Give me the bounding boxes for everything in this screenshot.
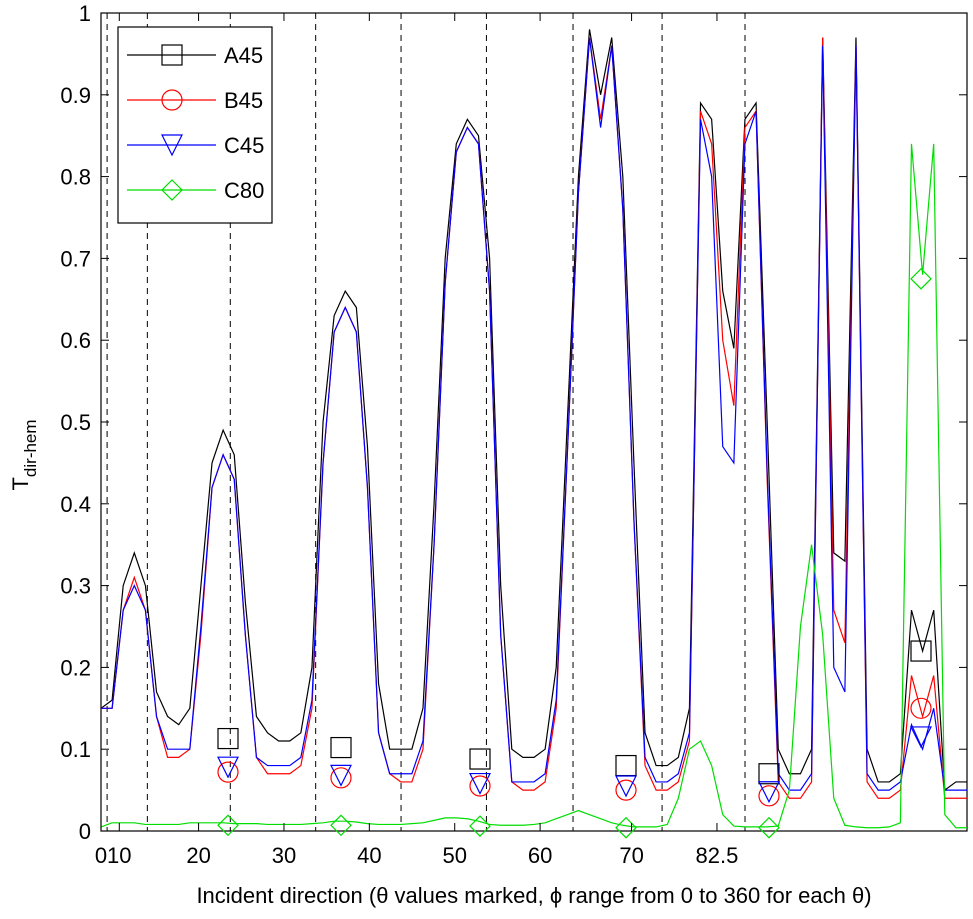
marker-C80-1 — [330, 814, 352, 837]
series-lines — [100, 29, 967, 829]
legend-label-A45: A45 — [224, 43, 263, 68]
marker-C80-3 — [615, 816, 637, 839]
legend-marker-B45 — [161, 89, 183, 111]
legend-label-C80: C80 — [224, 178, 264, 203]
legend-marker-A45 — [161, 44, 183, 66]
y-axis-label: Tdir-hem — [8, 419, 40, 490]
marker-C45-0 — [217, 756, 239, 779]
marker-A45-0 — [217, 727, 239, 750]
marker-B45-0 — [217, 761, 239, 783]
y-tick-label-5: 0.5 — [60, 410, 91, 435]
marker-B45-3 — [615, 779, 637, 801]
x-axis-label: Incident direction (θ values marked, ϕ r… — [196, 883, 871, 908]
series-line-C80 — [100, 143, 967, 829]
y-tick-label-2: 0.2 — [60, 655, 91, 680]
y-tick-label-3: 0.3 — [60, 574, 91, 599]
legend-marker-C45 — [161, 134, 183, 157]
x-tick-label-7: 70 — [619, 843, 643, 868]
legend-marker-C80 — [161, 179, 183, 201]
legend-label-C45: C45 — [224, 133, 264, 158]
svg-text:Tdir-hem: Tdir-hem — [8, 419, 40, 490]
marker-C45-3 — [615, 775, 637, 798]
marker-C45-5 — [910, 726, 932, 749]
x-tick-label-1: 10 — [107, 843, 131, 868]
marker-A45-2 — [469, 748, 491, 770]
x-axis-ticks: 0 10 20 30 40 50 60 70 82.5 — [95, 13, 738, 868]
marker-B45-2 — [469, 775, 491, 797]
marker-C80-4 — [758, 816, 780, 839]
marker-B45-5 — [910, 697, 932, 719]
marker-C45-1 — [330, 764, 352, 787]
series-markers — [217, 268, 932, 839]
y-tick-label-6: 0.6 — [60, 328, 91, 353]
series-line-C45 — [101, 37, 967, 791]
marker-A45-5 — [910, 640, 932, 662]
x-tick-label-5: 50 — [442, 843, 466, 868]
y-tick-label-10: 1 — [79, 1, 91, 26]
y-tick-label-0: 0 — [79, 819, 91, 844]
y-tick-label-4: 0.4 — [60, 492, 91, 517]
x-tick-label-4: 40 — [357, 843, 381, 868]
marker-C80-0 — [217, 814, 239, 837]
marker-B45-4 — [758, 785, 780, 807]
marker-A45-1 — [330, 736, 352, 759]
x-tick-label-0: 0 — [95, 843, 107, 868]
marker-B45-1 — [330, 767, 352, 789]
marker-C80-5 — [910, 268, 932, 290]
x-tick-label-6: 60 — [528, 843, 552, 868]
y-tick-label-7: 0.7 — [60, 246, 91, 271]
marker-C80-2 — [469, 815, 491, 837]
marker-C45-4 — [758, 781, 780, 804]
y-axis-ticks: 0 0.1 0.2 0.3 0.4 0.5 0.6 0.7 0.8 0.9 1 — [60, 1, 967, 844]
y-axis-label-main: T — [8, 477, 33, 490]
legend-label-B45: B45 — [224, 88, 263, 113]
x-tick-label-8: 82.5 — [696, 843, 739, 868]
x-tick-label-3: 30 — [272, 843, 296, 868]
y-tick-label-9: 0.9 — [60, 83, 91, 108]
marker-A45-4 — [758, 763, 780, 785]
y-tick-label-8: 0.8 — [60, 165, 91, 190]
legend: A45 B45 C45 C80 — [117, 26, 273, 224]
marker-C45-2 — [469, 772, 491, 795]
x-tick-label-2: 20 — [186, 843, 210, 868]
y-axis-label-sub: dir-hem — [21, 419, 40, 477]
y-tick-label-1: 0.1 — [60, 737, 91, 762]
